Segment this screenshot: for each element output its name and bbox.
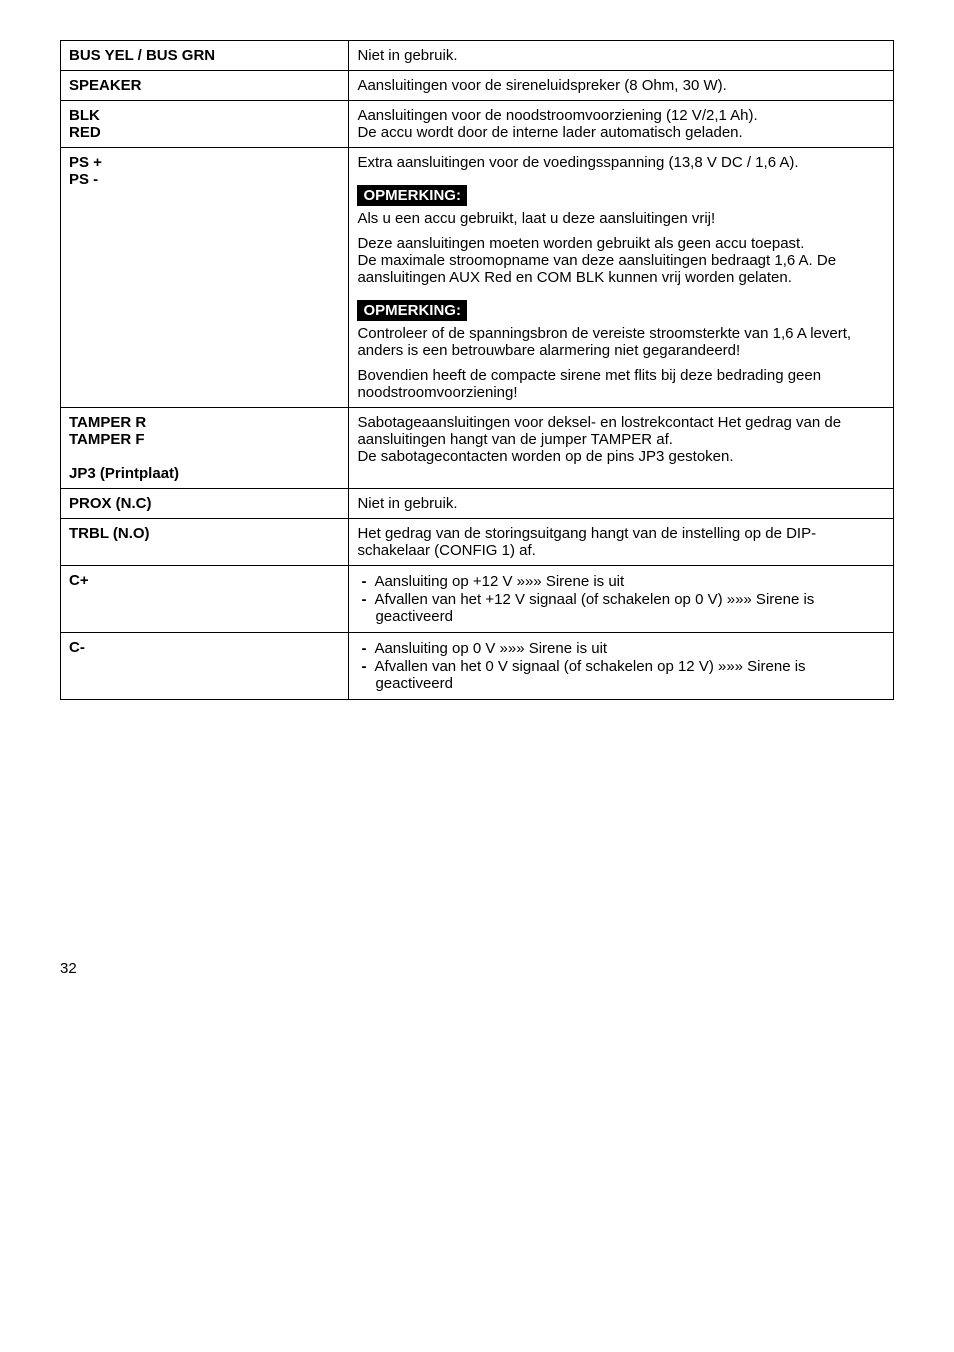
row-blkred-text: Aansluitingen voor de noodstroomvoorzien… bbox=[349, 101, 894, 148]
ps-opm1-b: Deze aansluitingen moeten worden gebruik… bbox=[357, 235, 885, 286]
row-tamper-label: TAMPER R TAMPER F JP3 (Printplaat) bbox=[61, 408, 349, 489]
label-psplus: PS + bbox=[69, 154, 102, 171]
ps-opm2-a: Controleer of de spanningsbron de vereis… bbox=[357, 325, 885, 359]
label-red: RED bbox=[69, 124, 101, 141]
label-psminus: PS - bbox=[69, 171, 98, 188]
page-number: 32 bbox=[60, 960, 894, 977]
row-prox-text: Niet in gebruik. bbox=[349, 489, 894, 519]
row-blkred-label: BLK RED bbox=[61, 101, 349, 148]
row-ps-content: Extra aansluitingen voor de voedingsspan… bbox=[349, 148, 894, 408]
row-trbl-text: Het gedrag van de storingsuitgang hangt … bbox=[349, 519, 894, 566]
row-speaker-text: Aansluitingen voor de sireneluidspreker … bbox=[349, 71, 894, 101]
label-tamper-r: TAMPER R bbox=[69, 414, 146, 431]
row-cminus-label: C- bbox=[61, 633, 349, 700]
ps-opm1-a: Als u een accu gebruikt, laat u deze aan… bbox=[357, 210, 885, 227]
label-jp3: JP3 (Printplaat) bbox=[69, 465, 179, 482]
row-speaker-label: SPEAKER bbox=[61, 71, 349, 101]
ps-opm2-b: Bovendien heeft de compacte sirene met f… bbox=[357, 367, 885, 401]
row-busyel-label: BUS YEL / BUS GRN bbox=[61, 41, 349, 71]
ps-intro: Extra aansluitingen voor de voedingsspan… bbox=[357, 154, 885, 171]
cminus-bullet-1: Aansluiting op 0 V »»» Sirene is uit bbox=[361, 640, 885, 657]
cplus-bullet-1: Aansluiting op +12 V »»» Sirene is uit bbox=[361, 573, 885, 590]
opmerking-badge-1: OPMERKING: bbox=[357, 185, 467, 206]
cplus-bullet-2: Afvallen van het +12 V signaal (of schak… bbox=[361, 591, 885, 625]
cminus-bullet-2: Afvallen van het 0 V signaal (of schakel… bbox=[361, 658, 885, 692]
spec-table: BUS YEL / BUS GRN Niet in gebruik. SPEAK… bbox=[60, 40, 894, 700]
row-cplus-content: Aansluiting op +12 V »»» Sirene is uit A… bbox=[349, 566, 894, 633]
row-ps-label: PS + PS - bbox=[61, 148, 349, 408]
row-prox-label: PROX (N.C) bbox=[61, 489, 349, 519]
label-blk: BLK bbox=[69, 107, 100, 124]
row-cminus-content: Aansluiting op 0 V »»» Sirene is uit Afv… bbox=[349, 633, 894, 700]
row-busyel-text: Niet in gebruik. bbox=[349, 41, 894, 71]
opmerking-badge-2: OPMERKING: bbox=[357, 300, 467, 321]
row-trbl-label: TRBL (N.O) bbox=[61, 519, 349, 566]
label-tamper-f: TAMPER F bbox=[69, 431, 145, 448]
row-cplus-label: C+ bbox=[61, 566, 349, 633]
row-tamper-text: Sabotageaansluitingen voor deksel- en lo… bbox=[349, 408, 894, 489]
